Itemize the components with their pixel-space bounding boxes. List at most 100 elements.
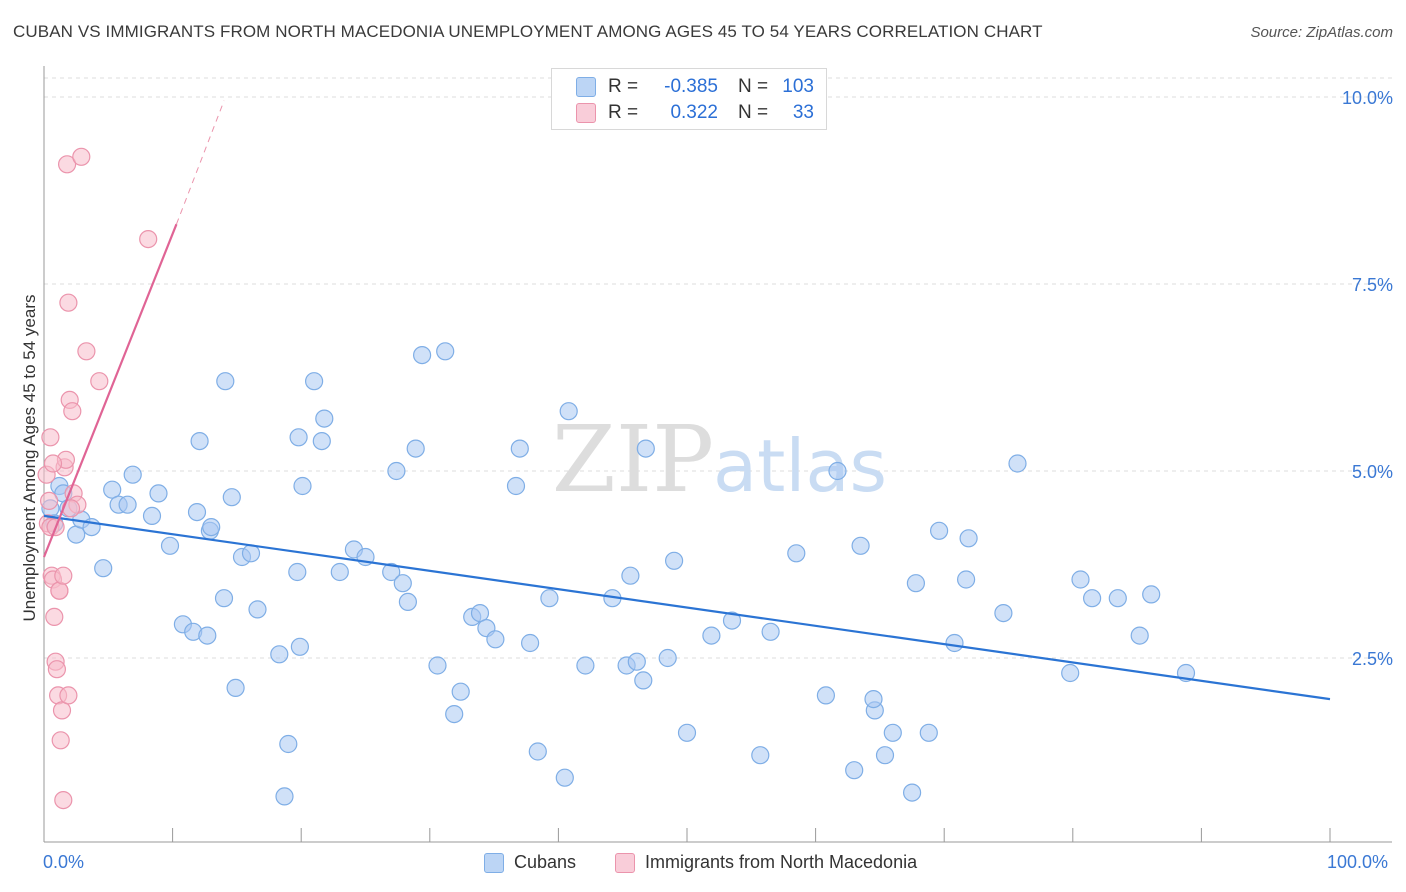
cuban-point xyxy=(187,502,207,522)
cuban-point xyxy=(559,402,578,421)
cuban-point xyxy=(994,603,1013,623)
cuban-point xyxy=(226,678,245,698)
cuban-point xyxy=(445,704,464,724)
macedonia-point xyxy=(45,607,64,627)
cuban-point xyxy=(118,495,137,514)
y-tick-label: 2.5% xyxy=(1352,649,1393,669)
cuban-point xyxy=(828,461,847,481)
cuban-point xyxy=(634,671,653,690)
cuban-point xyxy=(94,559,113,578)
cuban-point xyxy=(315,409,334,428)
cuban-point xyxy=(214,589,234,608)
r-value: -0.385 xyxy=(664,76,718,97)
y-tick-labels: 2.5% 5.0% 7.5% 10.0% xyxy=(1342,88,1393,669)
macedonia-point xyxy=(51,731,70,750)
cuban-point xyxy=(902,783,922,802)
cuban-point xyxy=(1108,589,1127,608)
legend-item-cubans[interactable]: Cubans xyxy=(484,852,576,873)
cuban-point xyxy=(1130,626,1149,645)
cuban-point xyxy=(677,723,697,742)
cuban-point xyxy=(216,372,235,391)
cuban-point xyxy=(520,633,540,653)
cuban-point xyxy=(956,570,976,589)
cubans-trend-line xyxy=(43,514,1331,701)
source-label: Source: ZipAtlas.com xyxy=(1250,24,1393,41)
cuban-point xyxy=(406,439,425,458)
cuban-point xyxy=(293,476,312,496)
cuban-point xyxy=(787,544,806,563)
y-tick-label: 5.0% xyxy=(1352,462,1393,482)
y-tick-label: 10.0% xyxy=(1342,88,1393,108)
macedonia-point xyxy=(54,566,73,585)
n-label: N = xyxy=(738,76,769,97)
cuban-point xyxy=(312,432,331,451)
gridlines xyxy=(44,77,1392,659)
cuban-point xyxy=(528,742,547,761)
macedonia-point xyxy=(47,660,67,679)
cuban-point xyxy=(540,589,559,608)
legend-item-macedonia[interactable]: Immigrants from North Macedonia xyxy=(615,852,917,873)
cuban-point xyxy=(428,656,447,675)
cuban-point xyxy=(123,465,142,484)
legend-swatch-pink xyxy=(615,852,635,873)
cuban-point xyxy=(198,626,217,645)
cuban-point xyxy=(451,682,470,701)
cuban-point xyxy=(436,342,455,361)
macedonia-point xyxy=(57,155,77,174)
chart-title: CUBAN VS IMMIGRANTS FROM NORTH MACEDONIA… xyxy=(13,22,1043,41)
cuban-point xyxy=(627,652,646,671)
legend-label: Immigrants from North Macedonia xyxy=(645,852,918,872)
correlation-legend: R = -0.385 N = 103 R = 0.322 N = 33 xyxy=(551,68,827,130)
macedonia-point xyxy=(77,342,96,361)
cuban-point xyxy=(270,645,289,664)
x-tick-label-min: 0.0% xyxy=(43,852,85,872)
macedonia-point xyxy=(54,790,73,810)
cuban-point xyxy=(906,574,926,593)
cuban-point xyxy=(864,689,883,709)
cuban-point xyxy=(486,630,505,649)
legend-swatch-blue xyxy=(576,77,596,97)
cuban-point xyxy=(761,622,780,641)
cuban-point xyxy=(636,439,655,458)
r-label: R = xyxy=(608,102,639,123)
macedonia-trend-extension xyxy=(175,100,225,225)
macedonia-point xyxy=(43,454,63,473)
cuban-point xyxy=(875,746,895,765)
cuban-point xyxy=(722,611,742,630)
legend-row-macedonia: R = 0.322 N = 33 xyxy=(576,100,814,126)
cuban-point xyxy=(248,600,267,619)
cuban-point xyxy=(398,592,417,612)
cuban-point xyxy=(289,428,308,447)
cuban-point xyxy=(275,787,294,806)
legend-swatch-pink xyxy=(576,103,596,123)
x-tick-label-max: 100.0% xyxy=(1327,852,1389,872)
watermark-zip: ZIP xyxy=(552,406,714,513)
watermark-atlas: atlas xyxy=(713,424,887,508)
cuban-point xyxy=(816,686,836,705)
series-legend: Cubans Immigrants from North Macedonia xyxy=(0,852,1406,878)
cuban-point xyxy=(621,566,640,585)
cuban-point xyxy=(1008,454,1027,473)
cuban-point xyxy=(555,768,574,787)
macedonia-point xyxy=(90,372,109,391)
macedonia-point xyxy=(139,230,158,249)
cuban-point xyxy=(222,488,241,507)
cuban-point xyxy=(387,461,406,481)
cuban-point xyxy=(305,372,324,391)
macedonia-point xyxy=(63,402,82,421)
cuban-point xyxy=(149,484,168,503)
macedonia-point xyxy=(59,293,78,312)
cuban-point xyxy=(510,439,529,458)
cuban-point xyxy=(1061,663,1080,683)
cuban-point xyxy=(190,432,209,451)
cuban-point xyxy=(160,536,180,555)
cuban-point xyxy=(241,544,261,563)
cuban-point xyxy=(330,562,349,582)
macedonia-point xyxy=(59,686,78,705)
cuban-point xyxy=(845,761,864,780)
cuban-point xyxy=(288,562,307,582)
cuban-point xyxy=(929,521,949,540)
cuban-point xyxy=(290,637,309,656)
trend-lines xyxy=(42,100,1331,701)
